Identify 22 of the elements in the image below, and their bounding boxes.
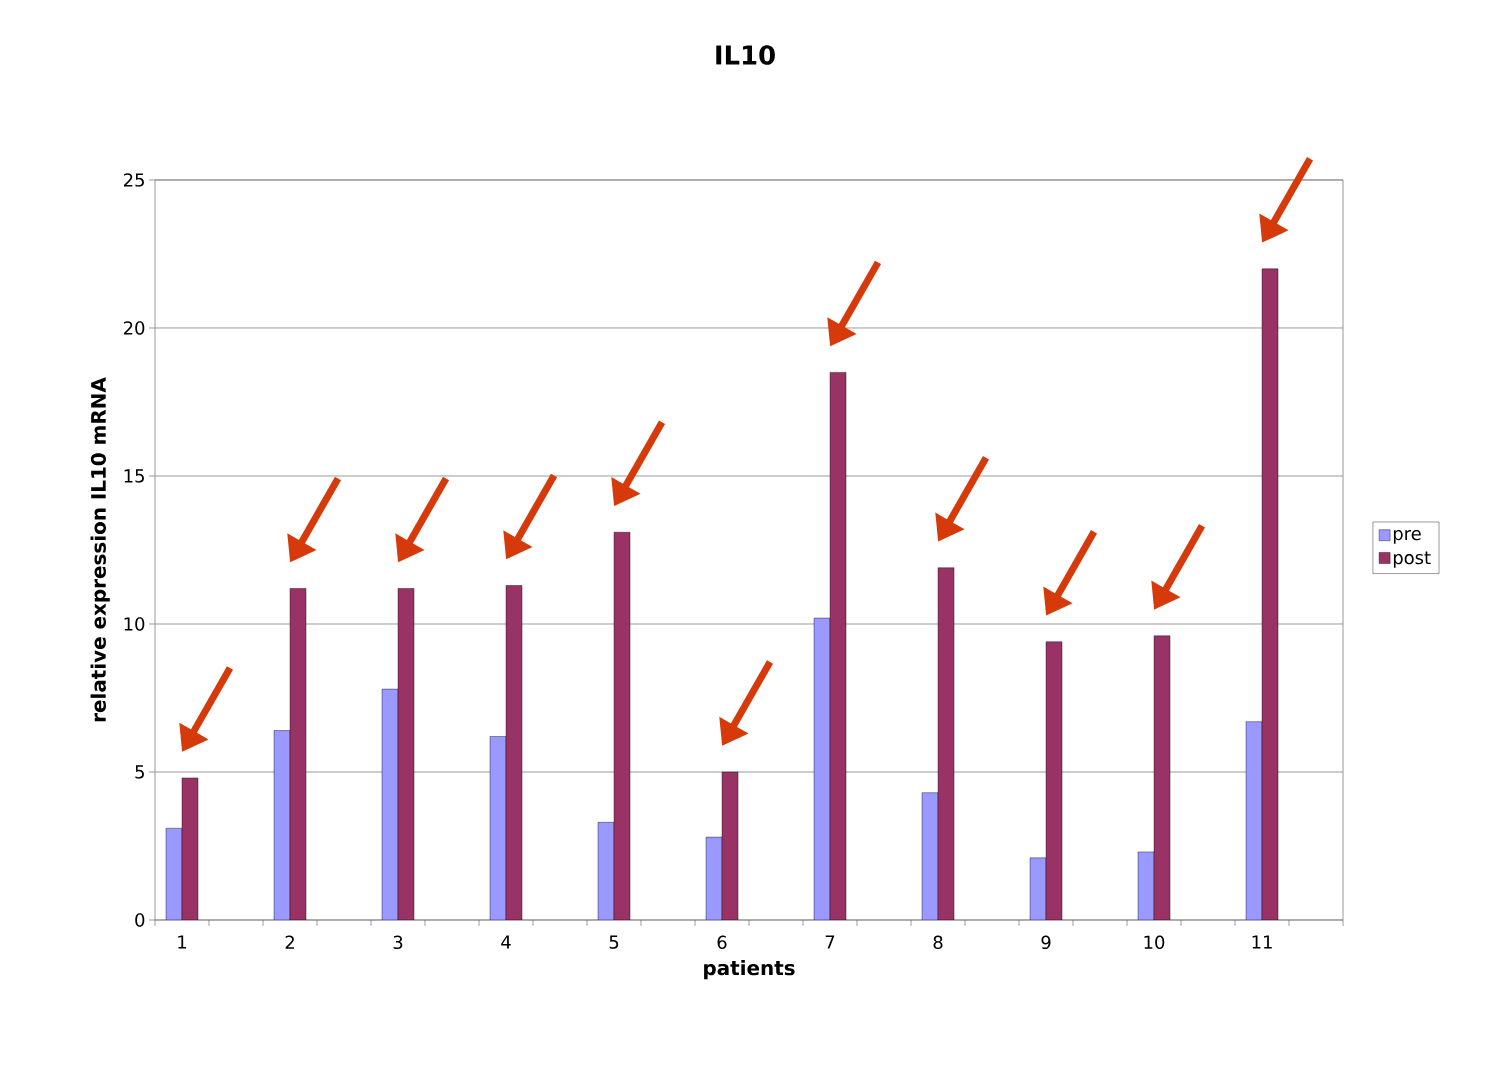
x-axis-title: patients	[704, 959, 795, 980]
x-tick-label: 3	[393, 935, 403, 950]
x-tick-label: 11	[1252, 935, 1272, 949]
y-tick-label: 0	[135, 913, 145, 927]
x-tick-label: 6	[717, 935, 727, 950]
y-tick-label: 20	[123, 321, 145, 335]
chart-title: IL10	[716, 45, 775, 65]
y-tick-label: 25	[123, 173, 144, 187]
x-tick-label: 1	[178, 935, 187, 949]
x-tick-label: 7	[825, 935, 835, 949]
legend-label: pre	[1393, 529, 1421, 544]
x-tick-label: 4	[501, 935, 511, 949]
y-tick-label: 5	[135, 765, 144, 779]
legend-label: post	[1393, 551, 1431, 568]
x-tick-label: 8	[933, 935, 943, 950]
y-axis-title: relative expression IL10 mRNA	[90, 377, 110, 722]
x-tick-label: 2	[285, 935, 294, 949]
x-tick-label: 5	[609, 935, 619, 949]
y-tick-label: 15	[124, 469, 144, 483]
x-tick-label: 10	[1144, 935, 1165, 950]
y-tick-label: 10	[124, 617, 145, 631]
x-tick-label: 9	[1041, 935, 1051, 950]
